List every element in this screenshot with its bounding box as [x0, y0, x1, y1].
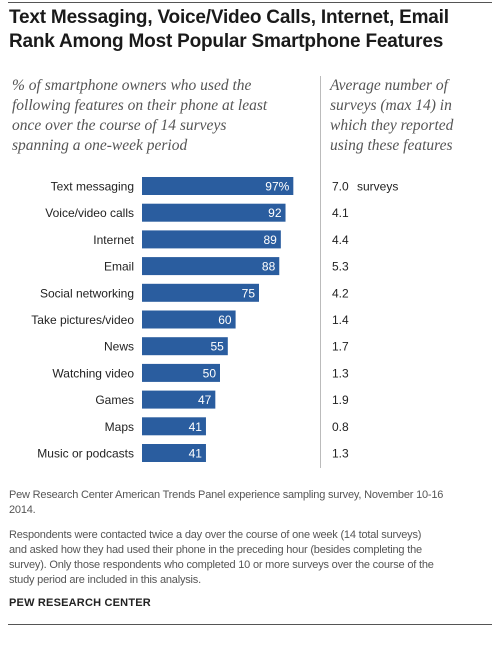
bar-news: [142, 337, 228, 356]
bar-value-label-games: 47: [198, 393, 212, 407]
bar-maps: [142, 417, 206, 436]
subtitle-left: % of smartphone owners who used the foll…: [12, 76, 312, 156]
column-separator: [320, 76, 321, 468]
bar-watching-video: [142, 363, 220, 382]
bar-value-label-text-messaging: 97%: [265, 180, 289, 194]
subtitle-right-line-4: using these features: [330, 137, 453, 154]
note-line-3: survey). Only those respondents who comp…: [9, 559, 434, 571]
source-line-2: 2014.: [9, 504, 36, 516]
chart-title-line-1: Text Messaging, Voice/Video Calls, Inter…: [9, 7, 449, 28]
avg-surveys-social-networking: 4.2: [332, 286, 349, 300]
bar-value-label-maps: 41: [189, 420, 203, 434]
category-label-email: Email: [104, 260, 134, 274]
note-line-4: study period are included in this analys…: [9, 574, 201, 586]
avg-surveys-maps: 0.8: [332, 420, 349, 434]
category-label-text-messaging: Text messaging: [51, 180, 134, 194]
avg-surveys-internet: 4.4: [332, 233, 349, 247]
bar-value-label-music-or-podcasts: 41: [189, 447, 203, 461]
category-label-social-networking: Social networking: [40, 286, 134, 300]
category-label-music-or-podcasts: Music or podcasts: [37, 447, 134, 461]
bar-voice-video-calls: [142, 203, 286, 222]
bar-value-label-email: 88: [262, 260, 276, 274]
category-label-internet: Internet: [93, 233, 134, 247]
publisher-logo-text: PEW RESEARCH CENTER: [9, 597, 151, 609]
avg-surveys-voice-video-calls: 4.1: [332, 206, 349, 220]
bar-internet: [142, 230, 281, 249]
note-line-2: and asked how they had used their phone …: [9, 544, 422, 556]
avg-surveys-text-messaging: 7.0: [332, 180, 349, 194]
avg-surveys-take-pictures-video: 1.4: [332, 313, 349, 327]
subtitle-left-line-2: following features on their phone at lea…: [12, 97, 268, 114]
bar-value-label-social-networking: 75: [242, 286, 256, 300]
category-label-games: Games: [95, 393, 134, 407]
subtitle-left-line-4: spanning a one-week period: [12, 137, 188, 154]
avg-surveys-email: 5.3: [332, 260, 349, 274]
avg-surveys-music-or-podcasts: 1.3: [332, 447, 349, 461]
avg-surveys-unit-label: surveys: [357, 180, 398, 194]
category-label-watching-video: Watching video: [52, 366, 134, 380]
bar-take-pictures-video: [142, 310, 236, 329]
bar-music-or-podcasts: [142, 444, 206, 462]
chart-title-line-2: Rank Among Most Popular Smartphone Featu…: [9, 31, 444, 52]
methodology-note: Respondents were contacted twice a day o…: [9, 528, 494, 588]
subtitle-left-line-3: once over the course of 14 surveys: [12, 117, 227, 134]
bar-social-networking: [142, 283, 259, 302]
subtitle-left-line-1: % of smartphone owners who used the: [12, 77, 252, 94]
category-label-news: News: [104, 340, 134, 354]
bar-value-label-watching-video: 50: [203, 366, 217, 380]
bar-value-label-take-pictures-video: 60: [218, 313, 232, 327]
subtitle-right-line-2: surveys (max 14) in: [330, 97, 452, 114]
category-label-take-pictures-video: Take pictures/video: [31, 313, 134, 327]
bar-text-messaging: [142, 177, 294, 195]
subtitle-right-line-1: Average number of: [330, 77, 448, 94]
source-line-1: Pew Research Center American Trends Pane…: [9, 489, 444, 501]
bar-games: [142, 390, 216, 409]
bar-value-label-voice-video-calls: 92: [268, 206, 282, 220]
top-rule: [8, 2, 492, 3]
avg-surveys-games: 1.9: [332, 393, 349, 407]
bar-value-label-internet: 89: [263, 233, 277, 247]
category-label-voice-video-calls: Voice/video calls: [45, 206, 134, 220]
note-line-1: Respondents were contacted twice a day o…: [9, 529, 422, 541]
avg-surveys-news: 1.7: [332, 340, 349, 354]
subtitle-right: Average number of surveys (max 14) in wh…: [330, 76, 495, 156]
source-note: Pew Research Center American Trends Pane…: [9, 488, 489, 518]
bar-email: [142, 257, 280, 276]
avg-surveys-watching-video: 1.3: [332, 366, 349, 380]
bar-value-label-news: 55: [210, 340, 224, 354]
subtitle-right-line-3: which they reported: [330, 117, 454, 134]
category-label-maps: Maps: [105, 420, 134, 434]
chart-title: Text Messaging, Voice/Video Calls, Inter…: [9, 6, 489, 54]
bottom-rule: [8, 624, 492, 625]
